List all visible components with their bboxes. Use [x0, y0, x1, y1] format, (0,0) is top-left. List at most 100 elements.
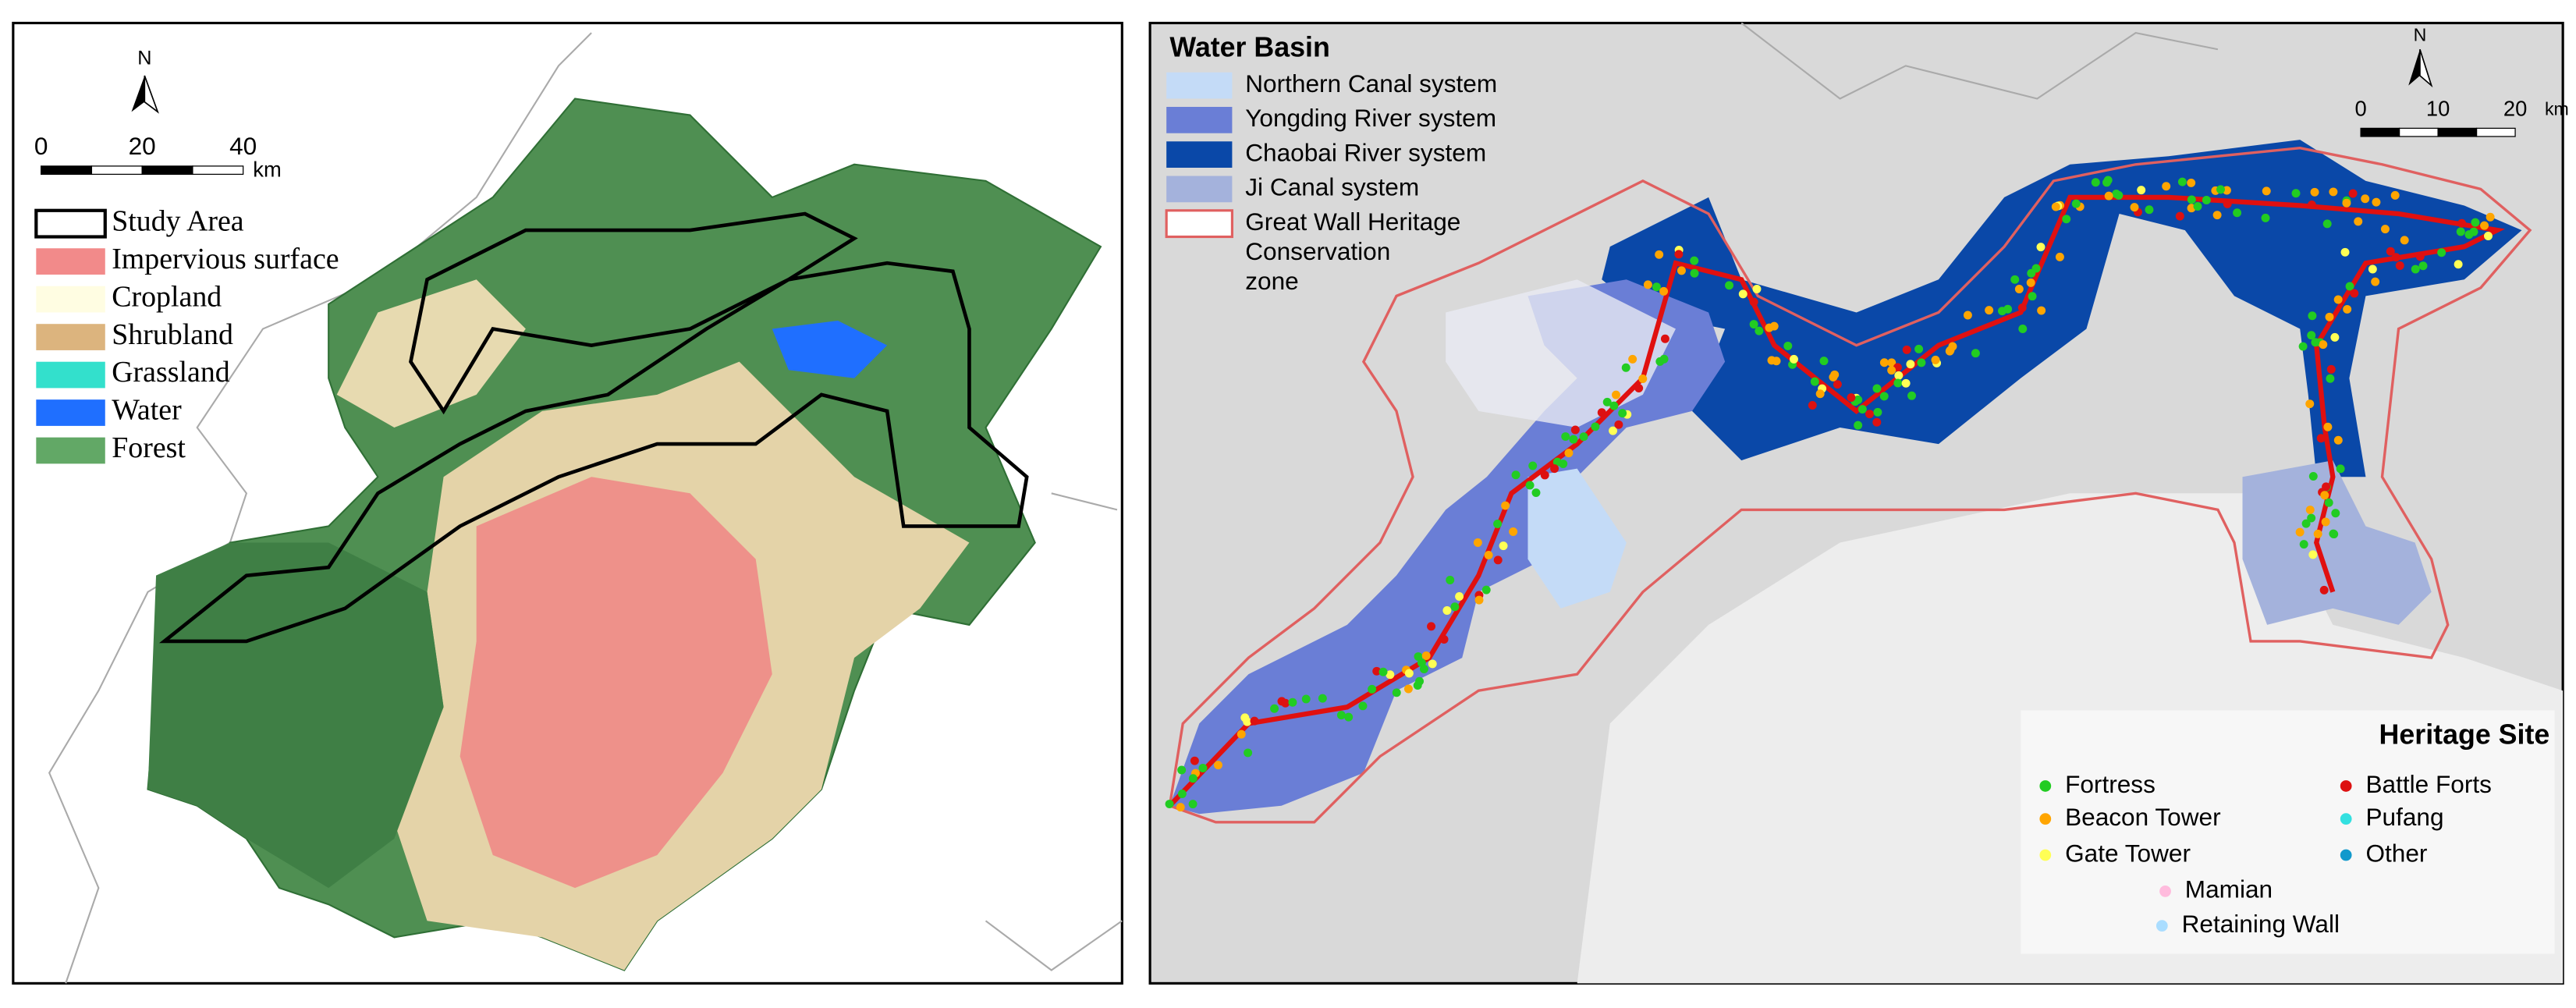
- legend-title: Water Basin: [1169, 32, 1329, 63]
- cropland-area: [336, 279, 526, 428]
- heritage-point: [2104, 191, 2113, 201]
- heritage-point: [1237, 729, 1246, 739]
- scale-segment: [41, 165, 93, 176]
- water-body: [772, 320, 888, 378]
- heritage-point: [1386, 670, 1395, 680]
- heritage-point: [2333, 435, 2343, 445]
- heritage-point: [1893, 378, 1903, 388]
- heritage-point: [2319, 340, 2328, 350]
- legend-label: Northern Canal system: [1245, 69, 1497, 98]
- boundary-lines: [1740, 22, 2219, 100]
- heritage-point: [2262, 186, 2271, 196]
- heritage-point: [1214, 761, 1222, 770]
- heritage-point: [1833, 380, 1842, 389]
- study-area-outline: [158, 211, 1029, 644]
- scale-segment: [2437, 127, 2478, 137]
- legend-label: Water: [112, 394, 182, 427]
- heritage-point: [2411, 264, 2420, 274]
- heritage-point: [1659, 286, 1669, 296]
- heritage-point: [1550, 464, 1559, 474]
- heritage-point: [1660, 334, 1669, 343]
- heritage-point: [1188, 774, 1198, 783]
- heritage-point: [1634, 384, 1644, 393]
- legend-marker: [2156, 920, 2168, 932]
- heritage-point: [1609, 401, 1619, 410]
- heritage-point: [2026, 278, 2035, 287]
- heritage-point: [1621, 363, 1630, 372]
- heritage-point: [1198, 764, 1208, 773]
- boundary-lines: [48, 32, 1123, 984]
- legend-swatch: [1166, 141, 1233, 168]
- heritage-point: [1528, 461, 1538, 470]
- legend-label: Shrubland: [112, 318, 233, 351]
- legend-label: Conservation: [1245, 237, 1390, 265]
- heritage-point: [1765, 323, 1774, 332]
- heritage-point: [2319, 585, 2329, 595]
- heritage-point: [2380, 225, 2390, 234]
- scale-unit: km: [2545, 98, 2569, 119]
- heritage-point: [2036, 243, 2046, 252]
- heritage-point: [2051, 202, 2060, 211]
- legend-label: Pufang: [2365, 803, 2443, 831]
- scale-bar: 0 10 20 km: [2355, 96, 2569, 137]
- heritage-point: [2340, 247, 2350, 257]
- scale-segment: [192, 165, 244, 176]
- heritage-point: [2010, 275, 2020, 284]
- heritage-point: [1963, 311, 1972, 320]
- conservation-zone-outline: [1168, 146, 2532, 824]
- heritage-point: [2321, 517, 2330, 527]
- heritage-point: [2187, 195, 2196, 204]
- heritage-point: [2437, 248, 2446, 257]
- legend-label: Cropland: [112, 280, 222, 313]
- heritage-point: [2295, 527, 2305, 537]
- heritage-point: [1358, 701, 1368, 711]
- heritage-point: [1985, 306, 1994, 315]
- legend-backdrop: [2021, 710, 2555, 954]
- heritage-point: [2193, 201, 2202, 211]
- heritage-point: [2261, 213, 2270, 222]
- heritage-point: [2486, 212, 2495, 222]
- scale-segment: [90, 165, 143, 176]
- heritage-point: [1865, 410, 1874, 419]
- heritage-point: [2350, 289, 2359, 298]
- heritage-point: [2037, 306, 2046, 315]
- heritage-point: [1614, 420, 1623, 429]
- heritage-point: [1906, 360, 1915, 369]
- heritage-point: [2223, 199, 2232, 208]
- heritage-point: [2313, 529, 2322, 538]
- heritage-point: [1428, 659, 1437, 669]
- scale-label: 0: [2355, 96, 2367, 120]
- heritage-point: [2307, 513, 2316, 523]
- heritage-point: [2014, 284, 2024, 293]
- heritage-point: [1564, 449, 1574, 458]
- legend: Heritage Site Fortress Battle Forts Beacon …: [2039, 719, 2549, 938]
- heritage-point: [1755, 326, 1764, 335]
- heritage-point: [1561, 432, 1570, 442]
- heritage-point: [2145, 205, 2154, 215]
- heritage-point: [1901, 378, 1911, 388]
- heritage-point: [2130, 203, 2139, 212]
- heritage-point: [2326, 364, 2336, 374]
- legend-label: Impervious surface: [112, 243, 339, 275]
- heritage-point: [1190, 756, 1199, 765]
- legend-marker: [2340, 849, 2352, 861]
- legend-label: Chaobai River system: [1245, 138, 1486, 166]
- heritage-point: [1493, 555, 1503, 565]
- impervious-area: [459, 477, 772, 889]
- heritage-point: [2415, 252, 2425, 261]
- heritage-point: [1902, 345, 1911, 354]
- heritage-point: [1628, 354, 1637, 364]
- heritage-point: [1177, 765, 1187, 775]
- heritage-point: [1318, 694, 1327, 703]
- arrow-shape: [144, 75, 159, 114]
- legend-swatch: [1166, 176, 1233, 203]
- heritage-point: [2305, 399, 2315, 409]
- heritage-point: [1879, 392, 1889, 401]
- heritage-point: [2298, 342, 2308, 351]
- scale-label: 0: [34, 132, 48, 160]
- heritage-point: [1368, 684, 1377, 694]
- legend-label: Mamian: [2185, 875, 2273, 903]
- heritage-point: [1481, 585, 1491, 595]
- heritage-point: [1244, 748, 1253, 758]
